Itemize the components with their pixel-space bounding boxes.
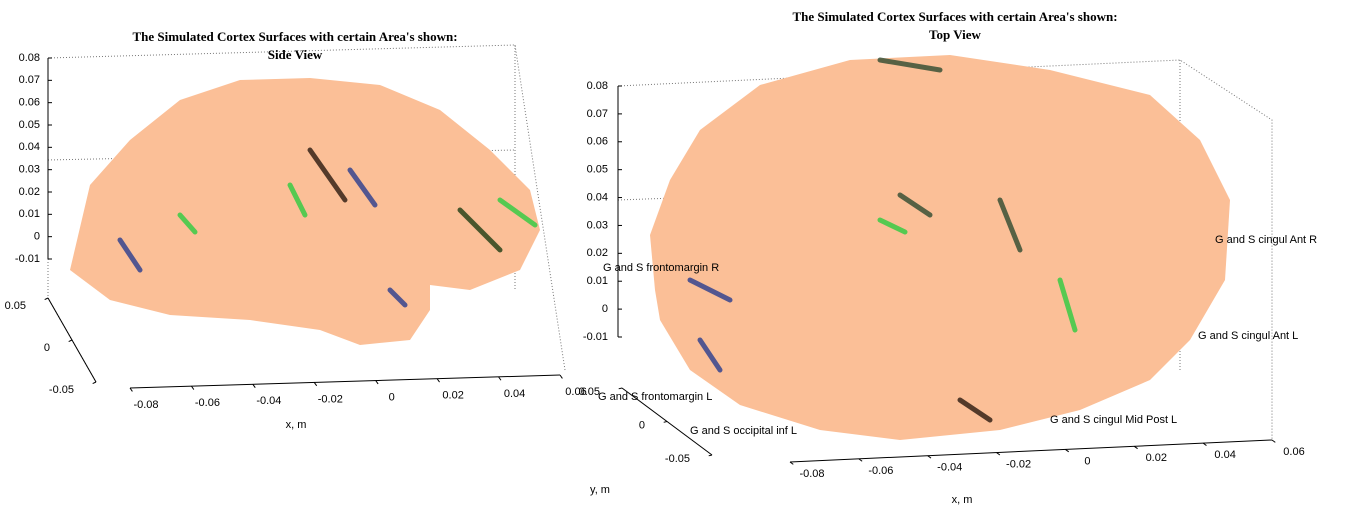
x-tick: [499, 377, 501, 380]
annotation: G and S frontomargin R: [603, 262, 719, 274]
annotation: G and S cingul Ant L: [1198, 330, 1298, 342]
x-tick-label: 0.02: [1146, 452, 1167, 464]
x-tick-label: -0.08: [799, 468, 824, 480]
x-axis-label: x, m: [286, 419, 307, 431]
z-tick-label: 0.08: [587, 80, 608, 92]
y-tick: [93, 382, 96, 384]
x-tick: [376, 381, 378, 384]
y-tick-label: 0: [639, 419, 645, 431]
figure: The Simulated Cortex Surfaces with certa…: [0, 0, 1348, 508]
x-tick-label: -0.04: [256, 395, 281, 407]
x-tick-label: 0.04: [1214, 449, 1235, 461]
z-tick-label: 0.08: [19, 52, 40, 64]
y-tick: [45, 298, 48, 300]
z-tick-label: 0.06: [587, 136, 608, 148]
annotation: G and S occipital inf L: [690, 425, 797, 437]
x-tick-label: -0.06: [195, 397, 220, 409]
z-tick-label: 0.05: [587, 164, 608, 176]
y-tick-label: 0.05: [579, 386, 600, 398]
annotation: G and S frontomargin L: [598, 391, 712, 403]
z-tick-label: 0.07: [19, 74, 40, 86]
z-tick-label: 0.07: [587, 108, 608, 120]
y-tick: [664, 422, 667, 423]
x-axis-line: [130, 375, 560, 388]
x-tick-label: -0.04: [937, 462, 962, 474]
z-tick-label: 0.01: [19, 208, 40, 220]
cortex-surface: [650, 55, 1230, 440]
y-tick: [709, 455, 712, 456]
annotation: G and S cingul Ant R: [1215, 234, 1317, 246]
annotation: G and S cingul Mid Post L: [1050, 414, 1177, 426]
y-tick: [619, 388, 622, 389]
z-tick-label: 0.06: [19, 97, 40, 109]
x-tick: [314, 382, 316, 385]
z-tick-label: 0.02: [587, 247, 608, 259]
z-tick-label: 0.04: [587, 191, 608, 203]
z-tick-label: -0.01: [15, 253, 40, 265]
x-tick-label: -0.06: [868, 465, 893, 477]
chart-title: The Simulated Cortex Surfaces with certa…: [132, 29, 457, 44]
x-tick-label: 0.06: [1283, 446, 1304, 458]
z-tick-label: 0.03: [19, 164, 40, 176]
z-tick-label: 0.02: [19, 186, 40, 198]
y-tick: [69, 340, 72, 342]
x-tick: [1272, 440, 1275, 442]
y-tick-label: 0.05: [5, 300, 26, 312]
x-tick: [130, 388, 132, 391]
chart-title: The Simulated Cortex Surfaces with certa…: [792, 9, 1117, 24]
z-tick-label: 0.03: [587, 219, 608, 231]
z-tick-label: -0.01: [583, 331, 608, 343]
y-axis-label: y, m: [590, 484, 610, 496]
z-tick-label: 0.01: [587, 275, 608, 287]
z-tick-label: 0: [602, 303, 608, 315]
z-tick-label: 0: [34, 231, 40, 243]
x-tick: [560, 375, 562, 378]
x-tick-label: -0.02: [318, 393, 343, 405]
y-tick-label: -0.05: [49, 384, 74, 396]
x-tick-label: -0.02: [1006, 458, 1031, 470]
x-tick-label: 0: [389, 391, 395, 403]
x-axis-label: x, m: [952, 494, 973, 506]
y-tick-label: 0: [44, 342, 50, 354]
x-tick-label: -0.08: [133, 399, 158, 411]
x-tick: [191, 386, 193, 389]
x-tick-label: 0.02: [442, 390, 463, 402]
x-tick-label: 0: [1084, 455, 1090, 467]
chart-subtitle: Side View: [268, 47, 323, 62]
x-tick: [253, 384, 255, 387]
z-tick-label: 0.05: [19, 119, 40, 131]
chart-subtitle: Top View: [929, 27, 982, 42]
x-tick-label: 0.04: [504, 388, 525, 400]
y-tick-label: -0.05: [665, 453, 690, 465]
x-tick: [437, 379, 439, 382]
z-tick-label: 0.04: [19, 141, 40, 153]
